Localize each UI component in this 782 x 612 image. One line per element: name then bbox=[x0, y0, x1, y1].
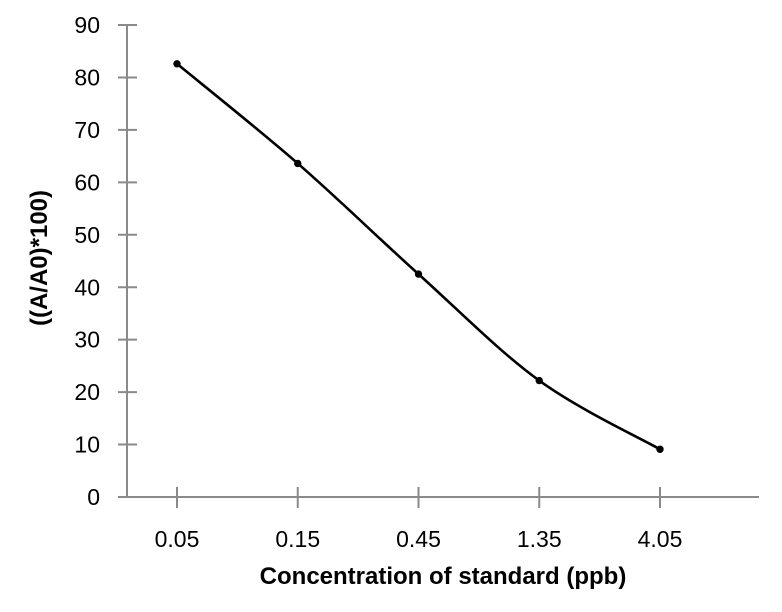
data-point-marker bbox=[173, 60, 181, 68]
y-tick-label: 70 bbox=[74, 117, 100, 143]
y-axis-tick-labels: 0 10 20 30 40 50 60 70 80 90 bbox=[74, 12, 100, 510]
y-tick-label: 20 bbox=[74, 379, 100, 405]
y-tick-label: 80 bbox=[74, 64, 100, 90]
data-point-marker bbox=[414, 270, 423, 278]
x-axis: 0.05 0.15 0.45 1.35 4.05 bbox=[127, 487, 759, 552]
y-axis: 0 10 20 30 40 50 60 70 80 90 bbox=[74, 12, 137, 510]
data-point-marker bbox=[294, 159, 302, 168]
y-axis-title: ((A/A0)*100) bbox=[26, 189, 53, 327]
x-tick-label: 0.15 bbox=[275, 526, 320, 552]
y-tick-label: 10 bbox=[74, 432, 100, 458]
x-tick-label: 1.35 bbox=[517, 526, 562, 552]
x-axis-ticks bbox=[176, 487, 661, 508]
y-axis-ticks bbox=[118, 24, 137, 498]
y-tick-label: 40 bbox=[74, 274, 100, 300]
y-tick-label: 0 bbox=[87, 484, 100, 510]
y-tick-label: 90 bbox=[74, 12, 100, 38]
y-tick-label: 30 bbox=[74, 327, 100, 353]
data-point-markers bbox=[173, 60, 664, 453]
data-point-marker bbox=[656, 445, 664, 453]
series-line bbox=[175, 62, 662, 451]
x-tick-label: 0.05 bbox=[155, 526, 200, 552]
data-point-marker bbox=[535, 376, 543, 385]
x-axis-tick-labels: 0.05 0.15 0.45 1.35 4.05 bbox=[155, 526, 683, 552]
x-tick-label: 4.05 bbox=[638, 526, 683, 552]
y-tick-label: 60 bbox=[74, 169, 100, 195]
x-axis-title: Concentration of standard (ppb) bbox=[259, 563, 627, 590]
x-tick-label: 0.45 bbox=[396, 526, 441, 552]
y-tick-label: 50 bbox=[74, 222, 100, 248]
